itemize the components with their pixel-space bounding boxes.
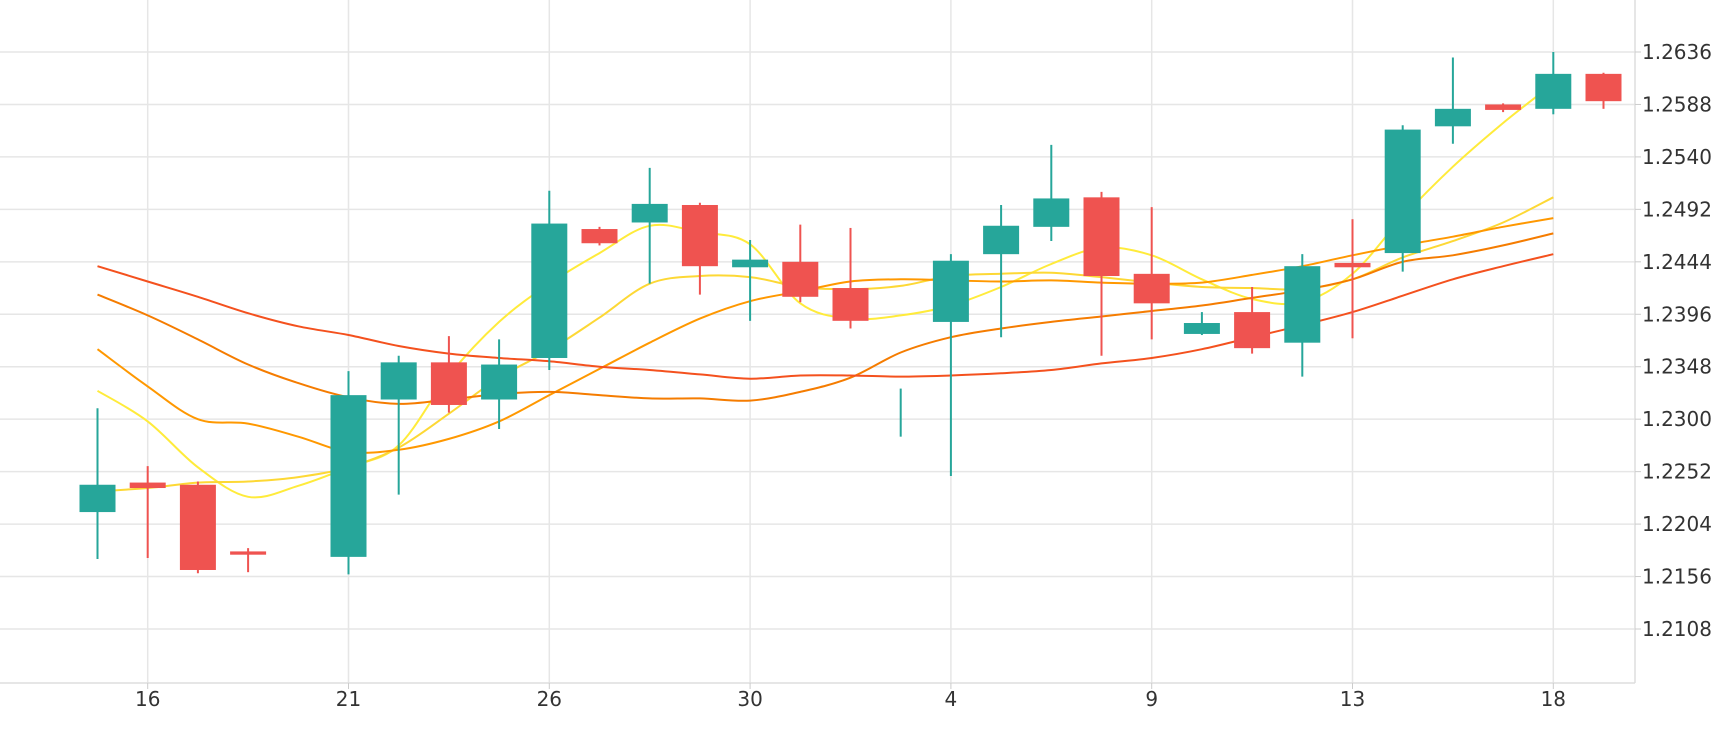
x-tick-label: 9 xyxy=(1145,687,1158,711)
axis-frame xyxy=(0,0,1636,684)
x-tick-label: 4 xyxy=(945,687,958,711)
candle-body-down xyxy=(230,551,267,555)
candle-body-down xyxy=(1133,273,1170,304)
candle-body-down xyxy=(782,261,819,297)
x-tick-label: 18 xyxy=(1541,687,1566,711)
candle-body-down xyxy=(129,482,166,489)
x-tick-label: 13 xyxy=(1340,687,1365,711)
x-tick-label: 16 xyxy=(135,687,160,711)
candle-body-up xyxy=(983,225,1020,255)
y-tick-label: 1.2300 xyxy=(1642,407,1712,431)
y-tick-label: 1.2540 xyxy=(1642,145,1712,169)
y-tick-label: 1.2396 xyxy=(1642,302,1712,326)
candle-body-up xyxy=(79,484,116,513)
candle-body-up xyxy=(932,260,969,322)
candle-body-down xyxy=(1334,262,1371,268)
y-tick-label: 1.2156 xyxy=(1642,565,1712,589)
candle-body-up xyxy=(1384,129,1421,254)
candle-body-down xyxy=(430,362,467,405)
candle-body-up xyxy=(1284,266,1321,343)
candle-body-down xyxy=(179,484,216,570)
candles xyxy=(79,52,1622,575)
candle-body-down xyxy=(1485,104,1522,110)
x-tick-label: 21 xyxy=(336,687,361,711)
candle-body-down xyxy=(1585,73,1622,102)
candle-body-up xyxy=(1434,108,1471,127)
candle-body-up xyxy=(1535,73,1572,109)
candle-body-up xyxy=(732,259,769,268)
y-tick-label: 1.2108 xyxy=(1642,617,1712,641)
candle-body-down xyxy=(681,204,718,267)
moving-average-lines xyxy=(96,82,1554,499)
x-tick-label: 30 xyxy=(737,687,762,711)
y-tick-label: 1.2636 xyxy=(1642,40,1712,64)
x-tick-label: 26 xyxy=(537,687,562,711)
candle-body-down xyxy=(1234,312,1271,349)
moving-average-line-1 xyxy=(96,82,1554,499)
candle-body-up xyxy=(481,364,518,400)
y-tick-label: 1.2588 xyxy=(1642,92,1712,116)
y-tick-label: 1.2492 xyxy=(1642,197,1712,221)
moving-average-line-5 xyxy=(97,253,1554,380)
grid xyxy=(0,0,1635,683)
candle-body-up xyxy=(531,223,568,358)
candle-body-down xyxy=(1083,197,1120,277)
candle-body-down xyxy=(581,229,618,244)
y-tick-label: 1.2204 xyxy=(1642,512,1712,536)
y-tick-label: 1.2348 xyxy=(1642,355,1712,379)
moving-average-line-3 xyxy=(96,217,1554,454)
candle-body-up xyxy=(1033,198,1070,227)
moving-average-line-2 xyxy=(97,196,1554,493)
candle-body-up xyxy=(1183,323,1220,334)
candle-body-up xyxy=(631,203,668,223)
candle-body-up xyxy=(380,362,417,400)
y-tick-label: 1.2444 xyxy=(1642,250,1712,274)
y-tick-label: 1.2252 xyxy=(1642,460,1712,484)
candle-body-down xyxy=(832,288,869,321)
x-axis: 16 21 26 30 4 9 13 18 xyxy=(135,683,1566,711)
y-axis: 1.2636 1.2588 1.2540 1.2492 1.2444 1.2396 1.23… xyxy=(1635,40,1712,641)
candle-body-up xyxy=(330,395,367,557)
